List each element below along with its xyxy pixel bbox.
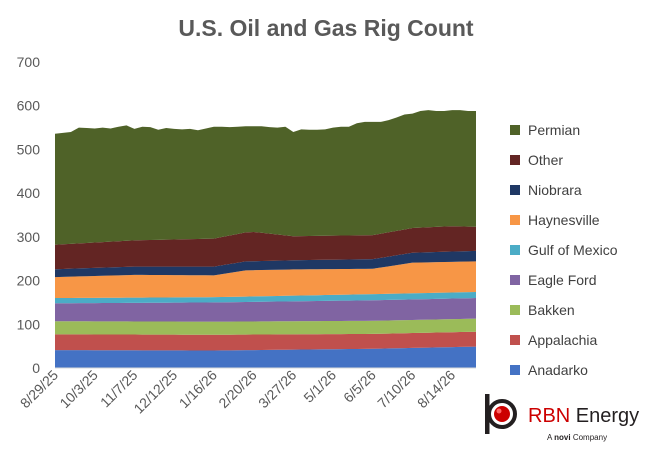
legend-swatch-bakken bbox=[510, 305, 520, 315]
legend-label-niobrara: Niobrara bbox=[528, 182, 582, 198]
y-axis: 0 100 200 300 400 500 600 700 bbox=[17, 54, 41, 376]
y-tick-label: 400 bbox=[17, 185, 41, 201]
x-tick-label: 2/20/26 bbox=[215, 367, 259, 411]
y-tick-label: 200 bbox=[17, 273, 41, 289]
legend-label-appalachia: Appalachia bbox=[528, 332, 597, 348]
x-axis: 8/29/2510/3/2511/7/2512/12/251/16/262/20… bbox=[17, 367, 476, 417]
rbn-energy-logo: RBN Energy A novi Company bbox=[485, 394, 639, 442]
y-tick-label: 300 bbox=[17, 229, 41, 245]
logo-name: RBN Energy bbox=[528, 405, 639, 427]
area-gulf-of-mexico bbox=[55, 291, 476, 304]
legend-label-anadarko: Anadarko bbox=[528, 362, 588, 378]
legend-label-bakken: Bakken bbox=[528, 302, 575, 318]
y-tick-label: 600 bbox=[17, 98, 41, 114]
area-appalachia bbox=[55, 331, 476, 351]
legend-swatch-gulf-of-mexico bbox=[510, 245, 520, 255]
rbn-mark-icon bbox=[485, 394, 517, 434]
x-tick-label: 3/27/26 bbox=[255, 367, 299, 411]
legend-swatch-permian bbox=[510, 125, 520, 135]
legend-label-eagle-ford: Eagle Ford bbox=[528, 272, 596, 288]
legend-swatch-anadarko bbox=[510, 365, 520, 375]
chart-title: U.S. Oil and Gas Rig Count bbox=[178, 15, 474, 41]
y-tick-label: 0 bbox=[32, 360, 40, 376]
legend-swatch-other bbox=[510, 155, 520, 165]
stacked-areas bbox=[55, 110, 476, 368]
area-bakken bbox=[55, 318, 476, 335]
legend: Permian Other Niobrara Haynesville Gulf of M… bbox=[510, 122, 618, 378]
logo-name-rbn: RBN bbox=[528, 405, 570, 427]
x-tick-label: 5/1/26 bbox=[300, 367, 339, 406]
y-tick-label: 700 bbox=[17, 54, 41, 70]
area-haynesville bbox=[55, 261, 476, 299]
area-other bbox=[55, 226, 476, 270]
x-tick-label: 10/3/25 bbox=[56, 367, 100, 411]
area-niobrara bbox=[55, 250, 476, 278]
area-anadarko bbox=[55, 346, 476, 368]
logo-tagline: A novi Company bbox=[547, 433, 607, 442]
logo-name-energy: Energy bbox=[570, 405, 639, 427]
legend-swatch-niobrara bbox=[510, 185, 520, 195]
legend-swatch-appalachia bbox=[510, 335, 520, 345]
x-tick-label: 7/10/26 bbox=[374, 367, 418, 411]
legend-swatch-haynesville bbox=[510, 215, 520, 225]
legend-label-gulf-of-mexico: Gulf of Mexico bbox=[528, 242, 618, 258]
x-tick-label: 12/12/25 bbox=[130, 367, 180, 417]
legend-swatch-eagle-ford bbox=[510, 275, 520, 285]
area-eagle-ford bbox=[55, 298, 476, 322]
y-tick-label: 500 bbox=[17, 141, 41, 157]
x-tick-label: 1/16/26 bbox=[176, 367, 220, 411]
legend-label-permian: Permian bbox=[528, 122, 580, 138]
legend-label-haynesville: Haynesville bbox=[528, 212, 600, 228]
legend-label-other: Other bbox=[528, 152, 563, 168]
area-permian bbox=[55, 110, 476, 245]
x-tick-label: 8/14/26 bbox=[414, 367, 458, 411]
y-tick-label: 100 bbox=[17, 316, 41, 332]
